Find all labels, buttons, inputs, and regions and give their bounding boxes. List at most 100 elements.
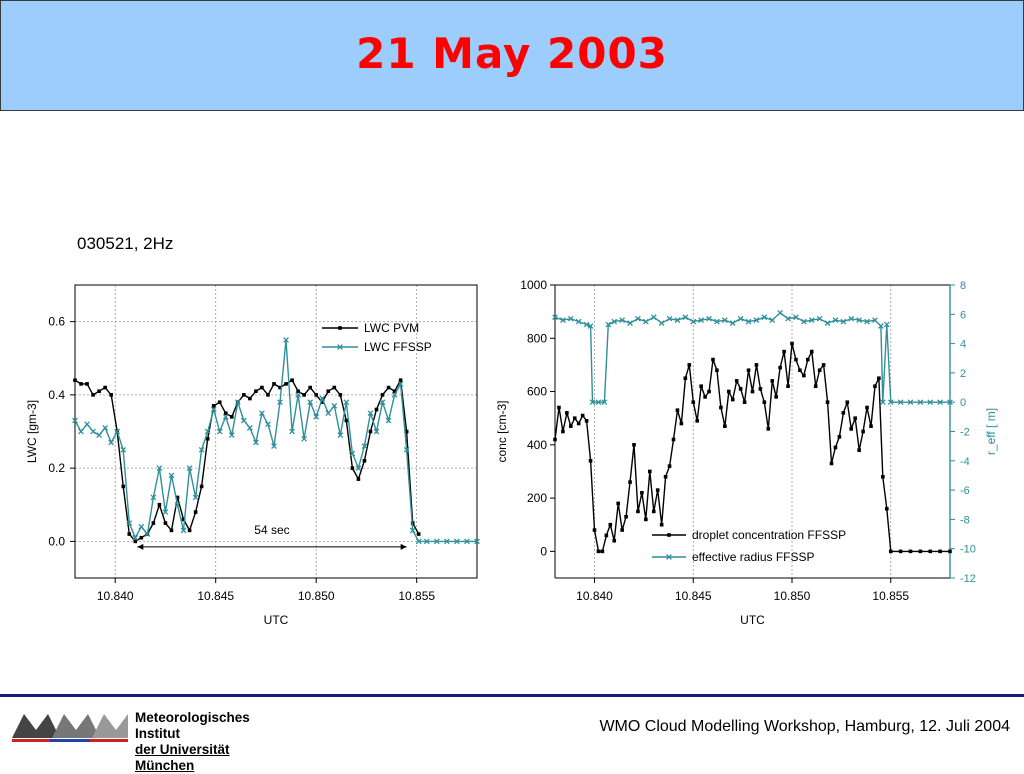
institute-name: Meteorologisches Institut der Universitä… (135, 710, 290, 774)
data-point (283, 337, 289, 343)
data-point (690, 318, 697, 325)
data-point (774, 395, 778, 399)
data-point (918, 549, 923, 554)
data-point (464, 538, 470, 545)
data-point (640, 490, 644, 495)
data-point (650, 314, 657, 321)
data-point (355, 465, 362, 471)
data-point (666, 315, 673, 322)
x-tick-label: 10.850 (774, 589, 811, 603)
data-point (754, 363, 759, 367)
data-point (898, 549, 903, 554)
data-point (108, 439, 115, 446)
data-point (454, 538, 460, 545)
y-tick-label: 0.2 (48, 461, 65, 475)
data-point (832, 317, 839, 324)
data-point (198, 446, 205, 453)
data-point (234, 399, 241, 406)
data-point (750, 389, 755, 394)
y-tick-label: 200 (527, 491, 547, 505)
data-point (883, 321, 890, 328)
legend-label: effective radius FFSSP (692, 550, 815, 564)
y-right-tick-label: 0 (960, 397, 966, 409)
arrow-head-left (137, 543, 144, 550)
data-point (314, 393, 318, 397)
data-point (782, 349, 786, 354)
arrow-head-right (400, 543, 407, 550)
data-point (738, 387, 743, 391)
data-point (567, 315, 574, 322)
data-point (552, 314, 558, 321)
data-point (786, 384, 790, 389)
data-point (663, 474, 668, 479)
data-point (180, 527, 187, 534)
data-point (332, 385, 337, 390)
data-point (588, 459, 593, 463)
data-point (120, 446, 127, 453)
data-point (72, 417, 78, 424)
data-point (897, 399, 904, 406)
data-point (711, 357, 715, 362)
data-point (762, 400, 767, 404)
institute-name-line1: Meteorologisches Institut (135, 710, 250, 741)
y-tick-label: 600 (527, 385, 547, 399)
y-right-tick-label: 4 (960, 339, 966, 351)
data-point (703, 395, 707, 399)
data-point (719, 405, 723, 410)
data-point (228, 432, 235, 439)
data-point (569, 424, 573, 428)
data-point (254, 389, 258, 394)
data-point (644, 517, 648, 522)
data-point (162, 509, 169, 515)
data-point (443, 538, 450, 545)
data-point (368, 429, 373, 434)
data-point (560, 317, 566, 324)
data-point (192, 494, 199, 501)
data-point (404, 429, 409, 434)
data-point (187, 528, 192, 533)
data-point (642, 318, 649, 325)
data-point (671, 437, 676, 442)
data-point (879, 399, 886, 406)
legend-marker (667, 533, 671, 537)
data-point (608, 522, 613, 527)
data-point (601, 399, 608, 406)
data-point (872, 317, 878, 324)
data-point (362, 459, 367, 463)
data-point (474, 538, 480, 545)
data-point (79, 382, 83, 386)
series-line-effective-radius (554, 311, 950, 403)
y-tick-label: 0.6 (48, 315, 65, 329)
data-point (199, 484, 204, 489)
data-point (109, 393, 113, 397)
data-point (296, 389, 300, 394)
data-point (343, 399, 350, 406)
legend-marker (337, 344, 343, 350)
legend-marker (666, 554, 672, 560)
legend-label: LWC PVM (364, 321, 419, 335)
y-right-tick-label: -10 (960, 544, 976, 556)
data-point (374, 407, 379, 412)
data-point (216, 428, 223, 435)
data-point (240, 417, 247, 424)
data-point (596, 549, 601, 554)
data-point (808, 317, 815, 324)
data-point (583, 321, 590, 328)
data-point (667, 464, 672, 468)
data-point (679, 421, 684, 426)
data-point (742, 400, 747, 404)
data-point (277, 399, 283, 406)
y-right-tick-label: 6 (960, 309, 966, 321)
series-line-lwc-ffssp (74, 339, 477, 543)
data-point (885, 506, 889, 511)
legend-label: droplet concentration FFSSP (692, 528, 846, 542)
data-point (557, 405, 561, 410)
y-right-tick-label: -8 (960, 514, 970, 526)
data-point (350, 466, 355, 470)
data-point (856, 317, 863, 324)
x-tick-label: 10.850 (298, 589, 335, 603)
data-point (576, 421, 581, 426)
data-point (169, 528, 174, 533)
data-point (865, 405, 869, 410)
